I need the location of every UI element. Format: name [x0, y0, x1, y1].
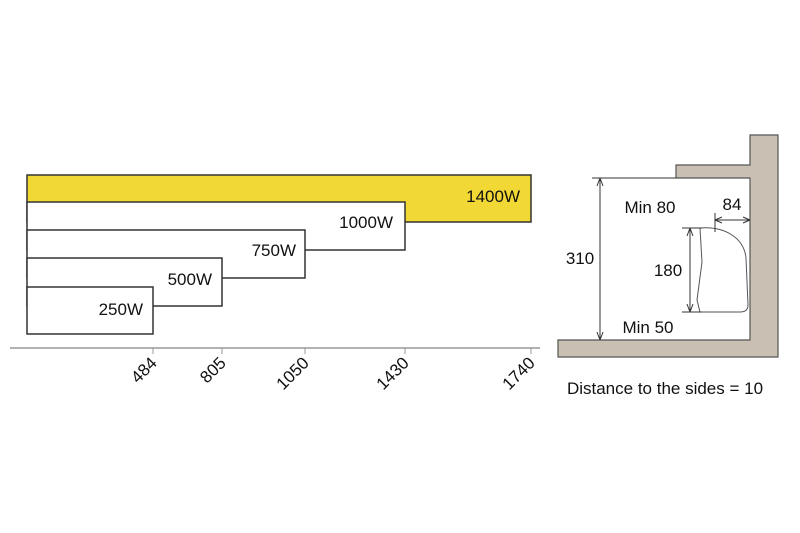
- bottom-clearance-label: Min 50: [622, 318, 673, 337]
- length-label: 805: [196, 353, 229, 386]
- heater-height-label: 180: [654, 261, 682, 280]
- top-clearance-label: Min 80: [624, 198, 675, 217]
- depth-label: 84: [723, 195, 742, 214]
- heater-label: 500W: [168, 270, 212, 289]
- wall: [557, 134, 779, 358]
- heater-label: 250W: [99, 300, 143, 319]
- heater-label: 750W: [252, 241, 296, 260]
- heater-profile: [696, 227, 749, 313]
- length-label: 484: [127, 353, 160, 386]
- side-note: Distance to the sides = 10: [567, 379, 763, 398]
- dimension-lines: [592, 177, 751, 341]
- length-label: 1050: [273, 353, 313, 393]
- heater-label: 1400W: [466, 187, 520, 206]
- length-label: 1740: [499, 353, 539, 393]
- heater-label: 1000W: [339, 213, 393, 232]
- length-label: 1430: [373, 353, 413, 393]
- height-label: 310: [566, 249, 594, 268]
- tick-marks: [152, 348, 532, 354]
- heater-bar: [26, 286, 154, 335]
